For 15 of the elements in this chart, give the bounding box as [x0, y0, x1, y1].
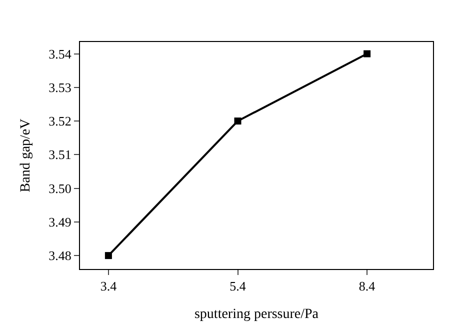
- y-tick-label: 3.54: [48, 46, 72, 62]
- y-axis-title: Band gap/eV: [18, 118, 34, 192]
- x-tick-label: 3.4: [100, 278, 118, 294]
- y-tick-label: 3.50: [48, 180, 72, 196]
- y-tick-label: 3.52: [48, 114, 72, 129]
- point: [234, 118, 242, 125]
- point: [364, 50, 371, 58]
- y-tick-label: 3.49: [48, 214, 72, 230]
- x-axis-title: sputtering perssure/Pa: [194, 306, 320, 322]
- y-tick-label: 3.51: [48, 147, 72, 162]
- y-tick-label: 3.53: [48, 80, 72, 95]
- x-tick-label: 5.4: [230, 278, 246, 294]
- point: [104, 252, 112, 260]
- y-tick-label: 3.48: [48, 248, 72, 264]
- x-tick-label: 8.4: [358, 278, 376, 294]
